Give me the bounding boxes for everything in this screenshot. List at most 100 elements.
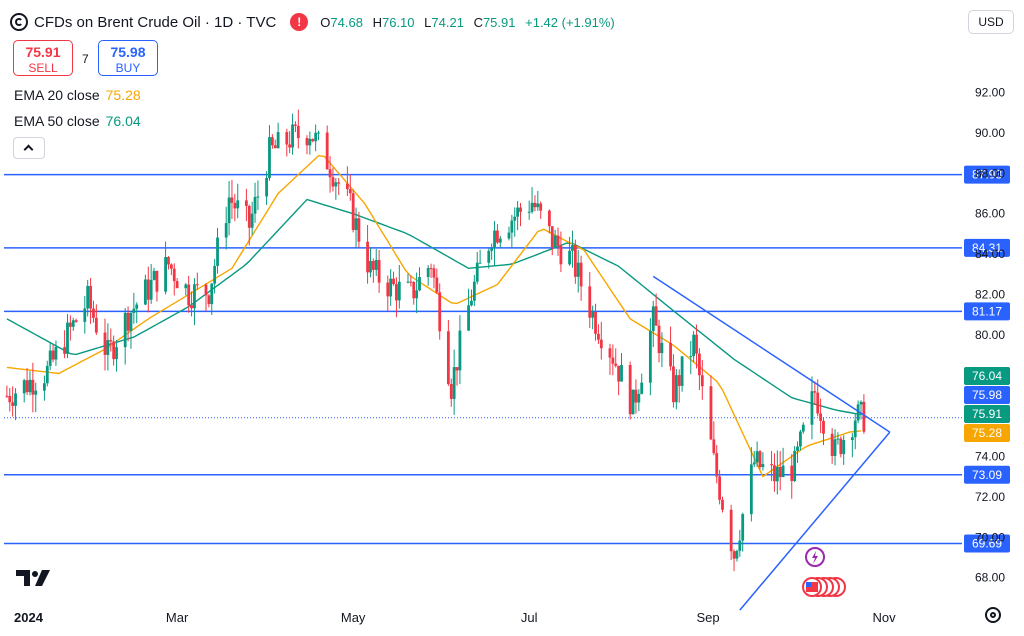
candle-body — [576, 262, 580, 277]
candle-body — [608, 348, 612, 358]
currency-selector[interactable]: USD — [968, 10, 1014, 34]
candle-body — [801, 424, 805, 432]
y-tick-label: 80.00 — [975, 328, 1005, 342]
candle-body — [397, 281, 401, 301]
candle-body — [386, 282, 390, 297]
ema50-label: EMA 50 close — [14, 113, 100, 129]
candle-body — [123, 312, 127, 348]
level-label: 87.93 — [972, 168, 1002, 182]
candle-body — [758, 451, 762, 468]
candle-body — [94, 317, 98, 333]
candle-body — [594, 311, 597, 334]
sell-button[interactable]: 75.91 SELL — [13, 40, 73, 76]
candle-body — [409, 281, 413, 283]
candle-body — [426, 268, 430, 278]
ema20-legend[interactable]: EMA 20 close 75.28 — [14, 87, 141, 103]
price-tag-label: 75.28 — [972, 426, 1002, 440]
candle-body — [190, 305, 193, 309]
candle-body — [184, 284, 188, 289]
candle-body — [8, 396, 12, 403]
candle-body — [553, 235, 557, 247]
candle-body — [348, 189, 352, 194]
candle-body — [617, 365, 621, 382]
candle-body — [337, 182, 341, 184]
candle-body — [660, 342, 664, 354]
ema50-path — [6, 198, 862, 416]
level-label: 73.09 — [972, 468, 1002, 482]
candle-body — [458, 330, 462, 371]
candle-body — [741, 514, 745, 541]
price-tag-label: 75.98 — [972, 388, 1002, 402]
candle-body — [331, 177, 335, 187]
candle-body — [143, 279, 147, 305]
candle-body — [83, 308, 87, 322]
warning-icon[interactable]: ! — [290, 13, 309, 31]
candle-body — [5, 395, 9, 397]
tradingview-logo-icon[interactable] — [16, 568, 52, 588]
candle-body — [175, 281, 179, 289]
horizontal-levels: 87.93 84.31 81.17 73.09 69.69 — [4, 165, 1010, 553]
candle-body — [773, 465, 776, 482]
candle-body — [547, 210, 551, 227]
candle-body — [250, 213, 254, 228]
chart-header: CFDs on Brent Crude Oil · 1D · TVC ! O74… — [10, 10, 621, 34]
candle-body — [507, 232, 511, 239]
candle-body — [74, 320, 78, 322]
candle-body — [265, 177, 268, 197]
candle-body — [631, 389, 635, 415]
candle-body — [533, 202, 537, 208]
candle-body — [628, 365, 632, 415]
candle-body — [415, 290, 419, 299]
settings-gear-icon[interactable] — [985, 607, 1001, 623]
candle-body — [519, 207, 522, 212]
candle-body — [268, 137, 271, 178]
candle-body — [89, 285, 92, 309]
candle-body — [455, 367, 459, 371]
candle-body — [839, 438, 843, 455]
candle-body — [516, 207, 520, 217]
low-label: L — [424, 14, 432, 30]
candle-body — [389, 278, 393, 297]
candle-body — [559, 245, 563, 265]
candle-body — [810, 391, 814, 425]
y-tick-label: 90.00 — [975, 126, 1005, 140]
buy-button[interactable]: 75.98 BUY — [98, 40, 158, 76]
ema50-legend[interactable]: EMA 50 close 76.04 — [14, 113, 141, 129]
candle-body — [749, 464, 753, 515]
candle-body — [718, 476, 722, 500]
candle-body — [412, 282, 416, 299]
price-tag-label: 76.04 — [972, 369, 1002, 383]
candle-body — [579, 262, 583, 287]
candle-body — [244, 200, 248, 206]
time-axis: 2024 Mar May Jul Sep Nov — [14, 610, 896, 625]
candle-body — [311, 138, 315, 142]
candle-body — [836, 438, 840, 440]
candle-body — [354, 218, 358, 230]
candle-body — [654, 306, 658, 326]
candle-body — [66, 322, 69, 354]
candle-body — [172, 268, 176, 282]
candle-body — [680, 356, 684, 386]
candle-body — [695, 334, 698, 354]
candle-body — [438, 292, 442, 332]
candle-body — [651, 306, 655, 331]
candle-body — [395, 284, 398, 301]
level-tag — [964, 465, 1010, 484]
candle-body — [467, 305, 470, 331]
x-tick-label: Jul — [521, 610, 538, 625]
candle-body — [573, 245, 577, 277]
candle-body — [539, 203, 543, 211]
candle-body — [449, 384, 453, 399]
candle-body — [842, 440, 846, 455]
candle-body — [149, 279, 153, 300]
collapse-legend-button[interactable] — [13, 137, 45, 159]
candle-body — [813, 391, 817, 393]
high-value: 76.10 — [381, 14, 415, 30]
candle-body — [129, 312, 133, 331]
chart-title[interactable]: CFDs on Brent Crude Oil · 1D · TVC — [34, 13, 277, 31]
candle-body — [109, 340, 113, 342]
y-tick-label: 88.00 — [975, 166, 1005, 180]
candle-body — [446, 331, 450, 385]
level-label: 69.69 — [972, 537, 1002, 551]
